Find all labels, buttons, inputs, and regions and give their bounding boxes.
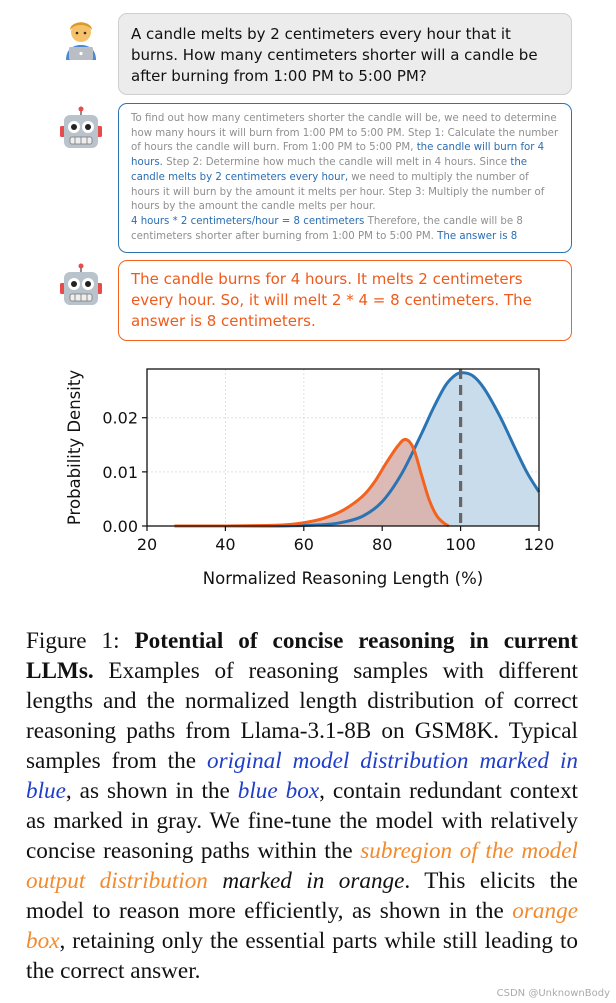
question-text: A candle melts by 2 centimeters every ho… xyxy=(131,25,538,85)
blue-box-highlight: 4 hours * 2 centimeters/hour = 8 centime… xyxy=(131,215,365,227)
orange-density-line xyxy=(174,437,450,528)
robot-icon xyxy=(60,106,102,148)
y-tick-label: 0.01 xyxy=(102,463,138,482)
user-technologist-icon xyxy=(66,22,96,60)
density-chart: 20 40 60 80 100 120 0.00 0.01 0.02 Normalized Re… xyxy=(65,368,554,588)
caption-text: Examples of reasoning samples with diffe… xyxy=(26,658,578,774)
caption-prefix: Figure 1: xyxy=(26,628,135,654)
caption-text: , contain redundant context as marked in… xyxy=(26,778,578,864)
y-tick-label: 0.00 xyxy=(102,517,138,536)
watermark: CSDN @UnknownBody xyxy=(496,988,610,999)
caption-text: . This elicits the model to reason more … xyxy=(26,868,578,924)
y-axis-label: Probability Density xyxy=(65,370,84,525)
y-tick-label: 0.02 xyxy=(102,409,138,428)
caption-blue-highlight: blue box xyxy=(237,778,320,804)
x-tick-label: 60 xyxy=(294,535,314,554)
blue-box-segment: To find out how many centimeters shorter… xyxy=(131,113,559,154)
x-tick-label: 20 xyxy=(137,535,157,554)
blue-box-segment: Step 2: Determine how much the candle wi… xyxy=(162,157,511,169)
caption-italic-text: marked in orange xyxy=(207,868,405,894)
x-tick-label: 40 xyxy=(215,535,235,554)
blue-answer-box: To find out how many centimeters shorter… xyxy=(118,103,572,253)
robot-icon xyxy=(60,263,102,305)
caption-orange-highlight: subregion of the model output distributi… xyxy=(26,838,578,894)
caption-title: Potential of concise reasoning in curren… xyxy=(26,628,578,684)
caption-text: , retaining only the essential parts whi… xyxy=(26,928,578,984)
x-tick-label: 120 xyxy=(524,535,555,554)
blue-box-highlight: the candle will burn for 4 hours. xyxy=(131,142,545,169)
orange-answer-box: The candle burns for 4 hours. It melts 2… xyxy=(118,260,572,341)
orange-box-text: The candle burns for 4 hours. It melts 2… xyxy=(131,270,532,330)
caption-blue-highlight: original model distribution marked in bl… xyxy=(26,748,579,804)
x-tick-label: 100 xyxy=(445,535,476,554)
blue-box-highlight: the candle melts by 2 centimeters every … xyxy=(131,157,528,183)
blue-box-segment: we need to multiply the number of hours … xyxy=(131,171,545,213)
blue-density-fill xyxy=(174,372,539,527)
orange-density-fill xyxy=(174,439,449,527)
x-tick-label: 80 xyxy=(372,535,392,554)
caption-orange-highlight: orange box xyxy=(26,898,578,954)
blue-box-segment: Therefore, the candle will be 8 centimet… xyxy=(131,215,523,242)
question-bubble: A candle melts by 2 centimeters every ho… xyxy=(118,13,572,95)
caption-text: , as shown in the xyxy=(65,778,238,804)
plot-frame xyxy=(146,368,540,527)
x-axis-label: Normalized Reasoning Length (%) xyxy=(203,569,483,588)
axis-ticks: 20 40 60 80 100 120 0.00 0.01 0.02 xyxy=(102,409,554,554)
blue-box-highlight: The answer is 8 xyxy=(437,230,518,242)
figure-caption: Figure 1: Potential of concise reasoning… xyxy=(26,626,578,986)
